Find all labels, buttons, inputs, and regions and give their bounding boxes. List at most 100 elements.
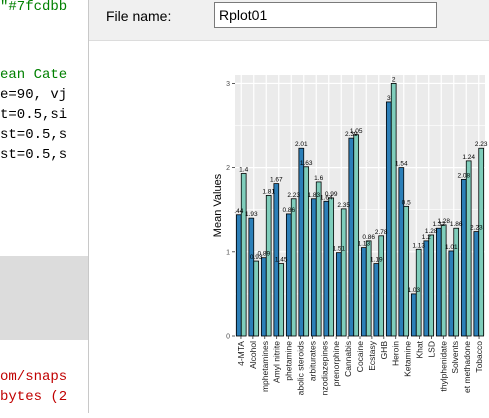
bar (235, 214, 242, 337)
data-label: 1.4 (239, 167, 248, 174)
data-label: 2.23 (475, 141, 488, 148)
x-tick-label: Heroin (391, 341, 401, 366)
x-tick-label: abolic steroids (295, 341, 305, 395)
y-axis-title: Mean Values (212, 173, 224, 237)
data-label: 1.32 (432, 221, 445, 228)
plot-panel (235, 75, 485, 336)
bar (265, 194, 272, 337)
x-tick-label: thylphenidate (438, 341, 448, 392)
bar (260, 257, 267, 337)
bar (448, 250, 455, 337)
bar (348, 137, 355, 337)
data-labels: .44 1.4 1.93 0.930.89 1.81 1.67 1.45 0.86 2.23 2.… (234, 76, 488, 293)
data-label: 1.93 (245, 211, 258, 218)
x-tick-label: Alcohol (248, 341, 258, 369)
panel-divider (0, 256, 98, 340)
y-tick-label: 1 (226, 249, 230, 256)
code-line-4: e=90, vj (0, 87, 68, 103)
data-label: 2.78 (375, 229, 388, 236)
bar-chart: .44 1.4 1.93 0.930.89 1.81 1.67 1.45 0.86 2.23 2.… (212, 75, 488, 395)
x-tick-label: et methadone (462, 341, 472, 393)
x-tick-label: Khat (415, 340, 425, 358)
x-tick-label: mphetamines (260, 341, 270, 392)
filename-input[interactable] (214, 2, 437, 28)
bar (465, 160, 472, 337)
bar (310, 198, 317, 337)
bar (435, 227, 442, 337)
data-label: 1.6 (314, 175, 323, 182)
data-label: 1.81 (262, 188, 275, 195)
x-tick-label: Cocaine (355, 341, 365, 372)
bar (285, 213, 292, 337)
data-label: 1.86 (450, 221, 463, 228)
y-tick-label: 0 (226, 334, 230, 341)
bar (440, 224, 447, 337)
x-tick-label: Tobacco (474, 341, 484, 373)
bar (253, 260, 260, 337)
data-label: .44 (234, 208, 243, 215)
bar (278, 263, 285, 337)
data-label: 1.19 (370, 257, 383, 264)
bar (415, 248, 422, 337)
code-line-5: t=0.5,si (0, 107, 68, 123)
bar (335, 252, 342, 337)
data-label: 1.03 (407, 287, 420, 294)
data-label: 1.54 (395, 161, 408, 168)
x-tick-label: Ketamine (403, 341, 413, 377)
data-label: 2.23 (470, 225, 483, 232)
y-axis: 0 1 2 3 (226, 81, 235, 341)
data-label: 0.99 (325, 191, 338, 198)
bar (360, 247, 367, 337)
data-label: 1.67 (270, 177, 283, 184)
data-label: 0.89 (257, 251, 270, 258)
data-label: 1.2 (422, 234, 431, 241)
bar (378, 235, 385, 337)
code-line-6: st=0.5,s (0, 127, 68, 143)
code-line-1: "#7fcdbb (0, 0, 68, 15)
data-label: 2 (392, 76, 396, 83)
data-label: 0.93 (250, 254, 263, 261)
code-line-7: st=0.5,s (0, 147, 68, 163)
x-tick-label: Solvents (450, 341, 460, 374)
bar (353, 134, 360, 337)
data-label: 1.01 (445, 244, 458, 251)
data-label: 2.08 (457, 172, 470, 179)
bar (290, 198, 297, 337)
bar (428, 234, 435, 337)
bar (410, 293, 417, 337)
console-line-2: bytes (2 (0, 389, 68, 405)
x-tick-label: GHB (379, 341, 389, 360)
y-tick-label: 2 (226, 165, 230, 172)
data-label: 2.35 (337, 202, 350, 209)
code-line-3: ean Cate (0, 67, 68, 83)
bar (340, 208, 347, 337)
data-label: 1.51 (332, 246, 345, 253)
x-tick-label: arbiturates (307, 341, 317, 381)
data-label: 1.28 (437, 218, 450, 225)
data-label: 1.45 (275, 257, 288, 264)
bar (298, 147, 305, 337)
console-line-1: om/snaps (0, 369, 68, 385)
data-label: 0.5 (402, 199, 411, 206)
data-label: 0.86 (362, 234, 375, 241)
data-label: 1.13 (412, 242, 425, 249)
data-label: 2.39 (345, 131, 358, 138)
bar (423, 240, 430, 337)
bars (235, 83, 485, 337)
x-tick-label: Ecstasy (367, 340, 377, 371)
bar (365, 240, 372, 337)
bar (385, 101, 392, 337)
x-tick-label: Amyl nitrite (272, 341, 282, 383)
bar (328, 197, 335, 337)
x-tick-label: phetamine (284, 341, 294, 381)
data-label: 1.64 (320, 194, 333, 201)
data-label: 1.13 (357, 241, 370, 248)
data-label: 2.01 (295, 141, 308, 148)
bar (373, 263, 380, 337)
code-editor[interactable]: "#7fcdbb ean Cate e=90, vj t=0.5,si st=0… (0, 0, 98, 413)
bar (315, 181, 322, 337)
data-label: 1.24 (462, 154, 475, 161)
bar (398, 167, 405, 337)
x-tick-label: 4-MTA (236, 341, 246, 366)
data-label: 1.05 (350, 128, 363, 135)
